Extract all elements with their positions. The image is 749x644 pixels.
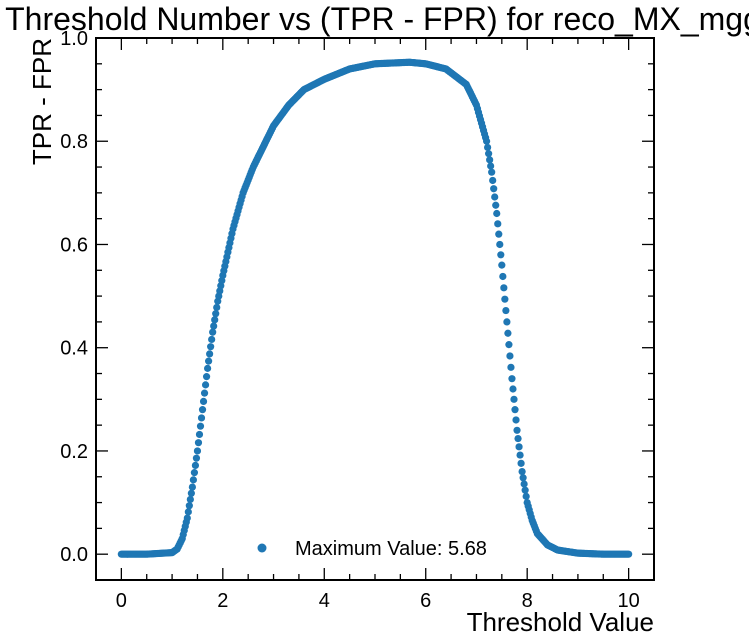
- data-point: [491, 193, 499, 201]
- x-tick-label: 8: [522, 590, 533, 612]
- y-tick-label: 0.6: [60, 234, 88, 256]
- data-point: [505, 341, 513, 349]
- data-point: [503, 318, 511, 326]
- data-point: [512, 416, 520, 424]
- data-point: [197, 414, 206, 422]
- x-tick-label: 0: [116, 590, 127, 612]
- data-point: [489, 176, 497, 185]
- data-point: [519, 474, 527, 482]
- data-point: [501, 295, 509, 303]
- data-point: [485, 150, 493, 158]
- data-point: [199, 397, 208, 405]
- data-point: [202, 373, 211, 381]
- data-points: [117, 58, 633, 558]
- data-point: [188, 483, 196, 491]
- y-tick-label: 0.0: [60, 544, 88, 566]
- data-point: [200, 389, 209, 397]
- data-point: [517, 459, 525, 467]
- legend-entry: Maximum Value: 5.68: [295, 538, 487, 560]
- y-tick-label: 0.4: [60, 338, 88, 360]
- data-point: [496, 240, 504, 249]
- data-point: [625, 550, 633, 558]
- data-point: [205, 357, 213, 365]
- data-point: [499, 272, 507, 281]
- data-point: [184, 508, 192, 516]
- legend-marker: [257, 543, 267, 553]
- data-point: [487, 162, 495, 170]
- data-point: [518, 468, 526, 476]
- x-axis-ticks: 0 2 4 6 8 10: [95, 38, 655, 612]
- data-point: [500, 284, 508, 292]
- data-point: [204, 364, 212, 372]
- x-tick-label: 2: [217, 590, 228, 612]
- data-point: [193, 447, 202, 455]
- data-point: [498, 261, 506, 269]
- data-point: [506, 352, 514, 360]
- data-point: [208, 335, 216, 344]
- data-point: [192, 454, 201, 462]
- data-point: [183, 514, 191, 522]
- data-point: [510, 395, 518, 403]
- data-point: [502, 306, 510, 315]
- data-point: [195, 430, 204, 439]
- data-point: [484, 143, 492, 152]
- data-point: [513, 426, 521, 434]
- data-point: [493, 209, 501, 218]
- data-point: [198, 406, 207, 414]
- data-point: [206, 350, 214, 358]
- data-point: [213, 303, 221, 312]
- data-point: [212, 310, 220, 318]
- data-point: [483, 137, 491, 145]
- y-tick-label: 1.0: [60, 28, 88, 50]
- legend: Maximum Value: 5.68: [257, 538, 487, 560]
- data-point: [196, 422, 205, 430]
- data-point: [191, 461, 200, 470]
- data-point: [189, 476, 197, 484]
- data-point: [492, 201, 500, 209]
- data-point: [211, 316, 219, 324]
- data-point: [488, 168, 496, 176]
- y-tick-label: 0.8: [60, 131, 88, 153]
- data-point: [522, 492, 530, 500]
- data-point: [486, 156, 494, 164]
- data-point: [194, 439, 203, 447]
- data-point: [509, 385, 517, 393]
- y-axis-ticks: 0.0 0.2 0.4 0.6 0.8 1.0: [60, 28, 654, 581]
- y-axis-label: TPR - FPR: [27, 38, 57, 165]
- x-tick-label: 4: [319, 590, 330, 612]
- data-point: [209, 328, 217, 336]
- data-point: [187, 489, 195, 497]
- data-point: [495, 230, 503, 238]
- chart-title: Threshold Number vs (TPR - FPR) for reco…: [5, 1, 749, 37]
- data-point: [511, 406, 519, 414]
- data-point: [514, 434, 522, 443]
- data-point: [185, 502, 193, 510]
- x-tick-label: 6: [420, 590, 431, 612]
- data-point: [504, 329, 512, 337]
- data-point: [507, 363, 515, 371]
- data-point: [521, 486, 529, 494]
- data-point: [210, 322, 218, 330]
- x-tick-label: 10: [618, 590, 640, 612]
- data-point: [186, 495, 194, 504]
- data-point: [497, 251, 505, 259]
- data-point: [508, 375, 516, 383]
- data-point: [201, 381, 210, 389]
- data-point: [494, 220, 502, 228]
- data-point: [515, 443, 523, 451]
- data-point: [520, 480, 528, 488]
- plot-frame: [95, 37, 655, 581]
- data-point: [207, 343, 215, 351]
- x-axis-label: Threshold Value: [467, 607, 654, 637]
- data-point: [490, 185, 498, 193]
- data-point: [190, 469, 199, 477]
- data-point: [516, 451, 524, 459]
- y-tick-label: 0.2: [60, 441, 88, 463]
